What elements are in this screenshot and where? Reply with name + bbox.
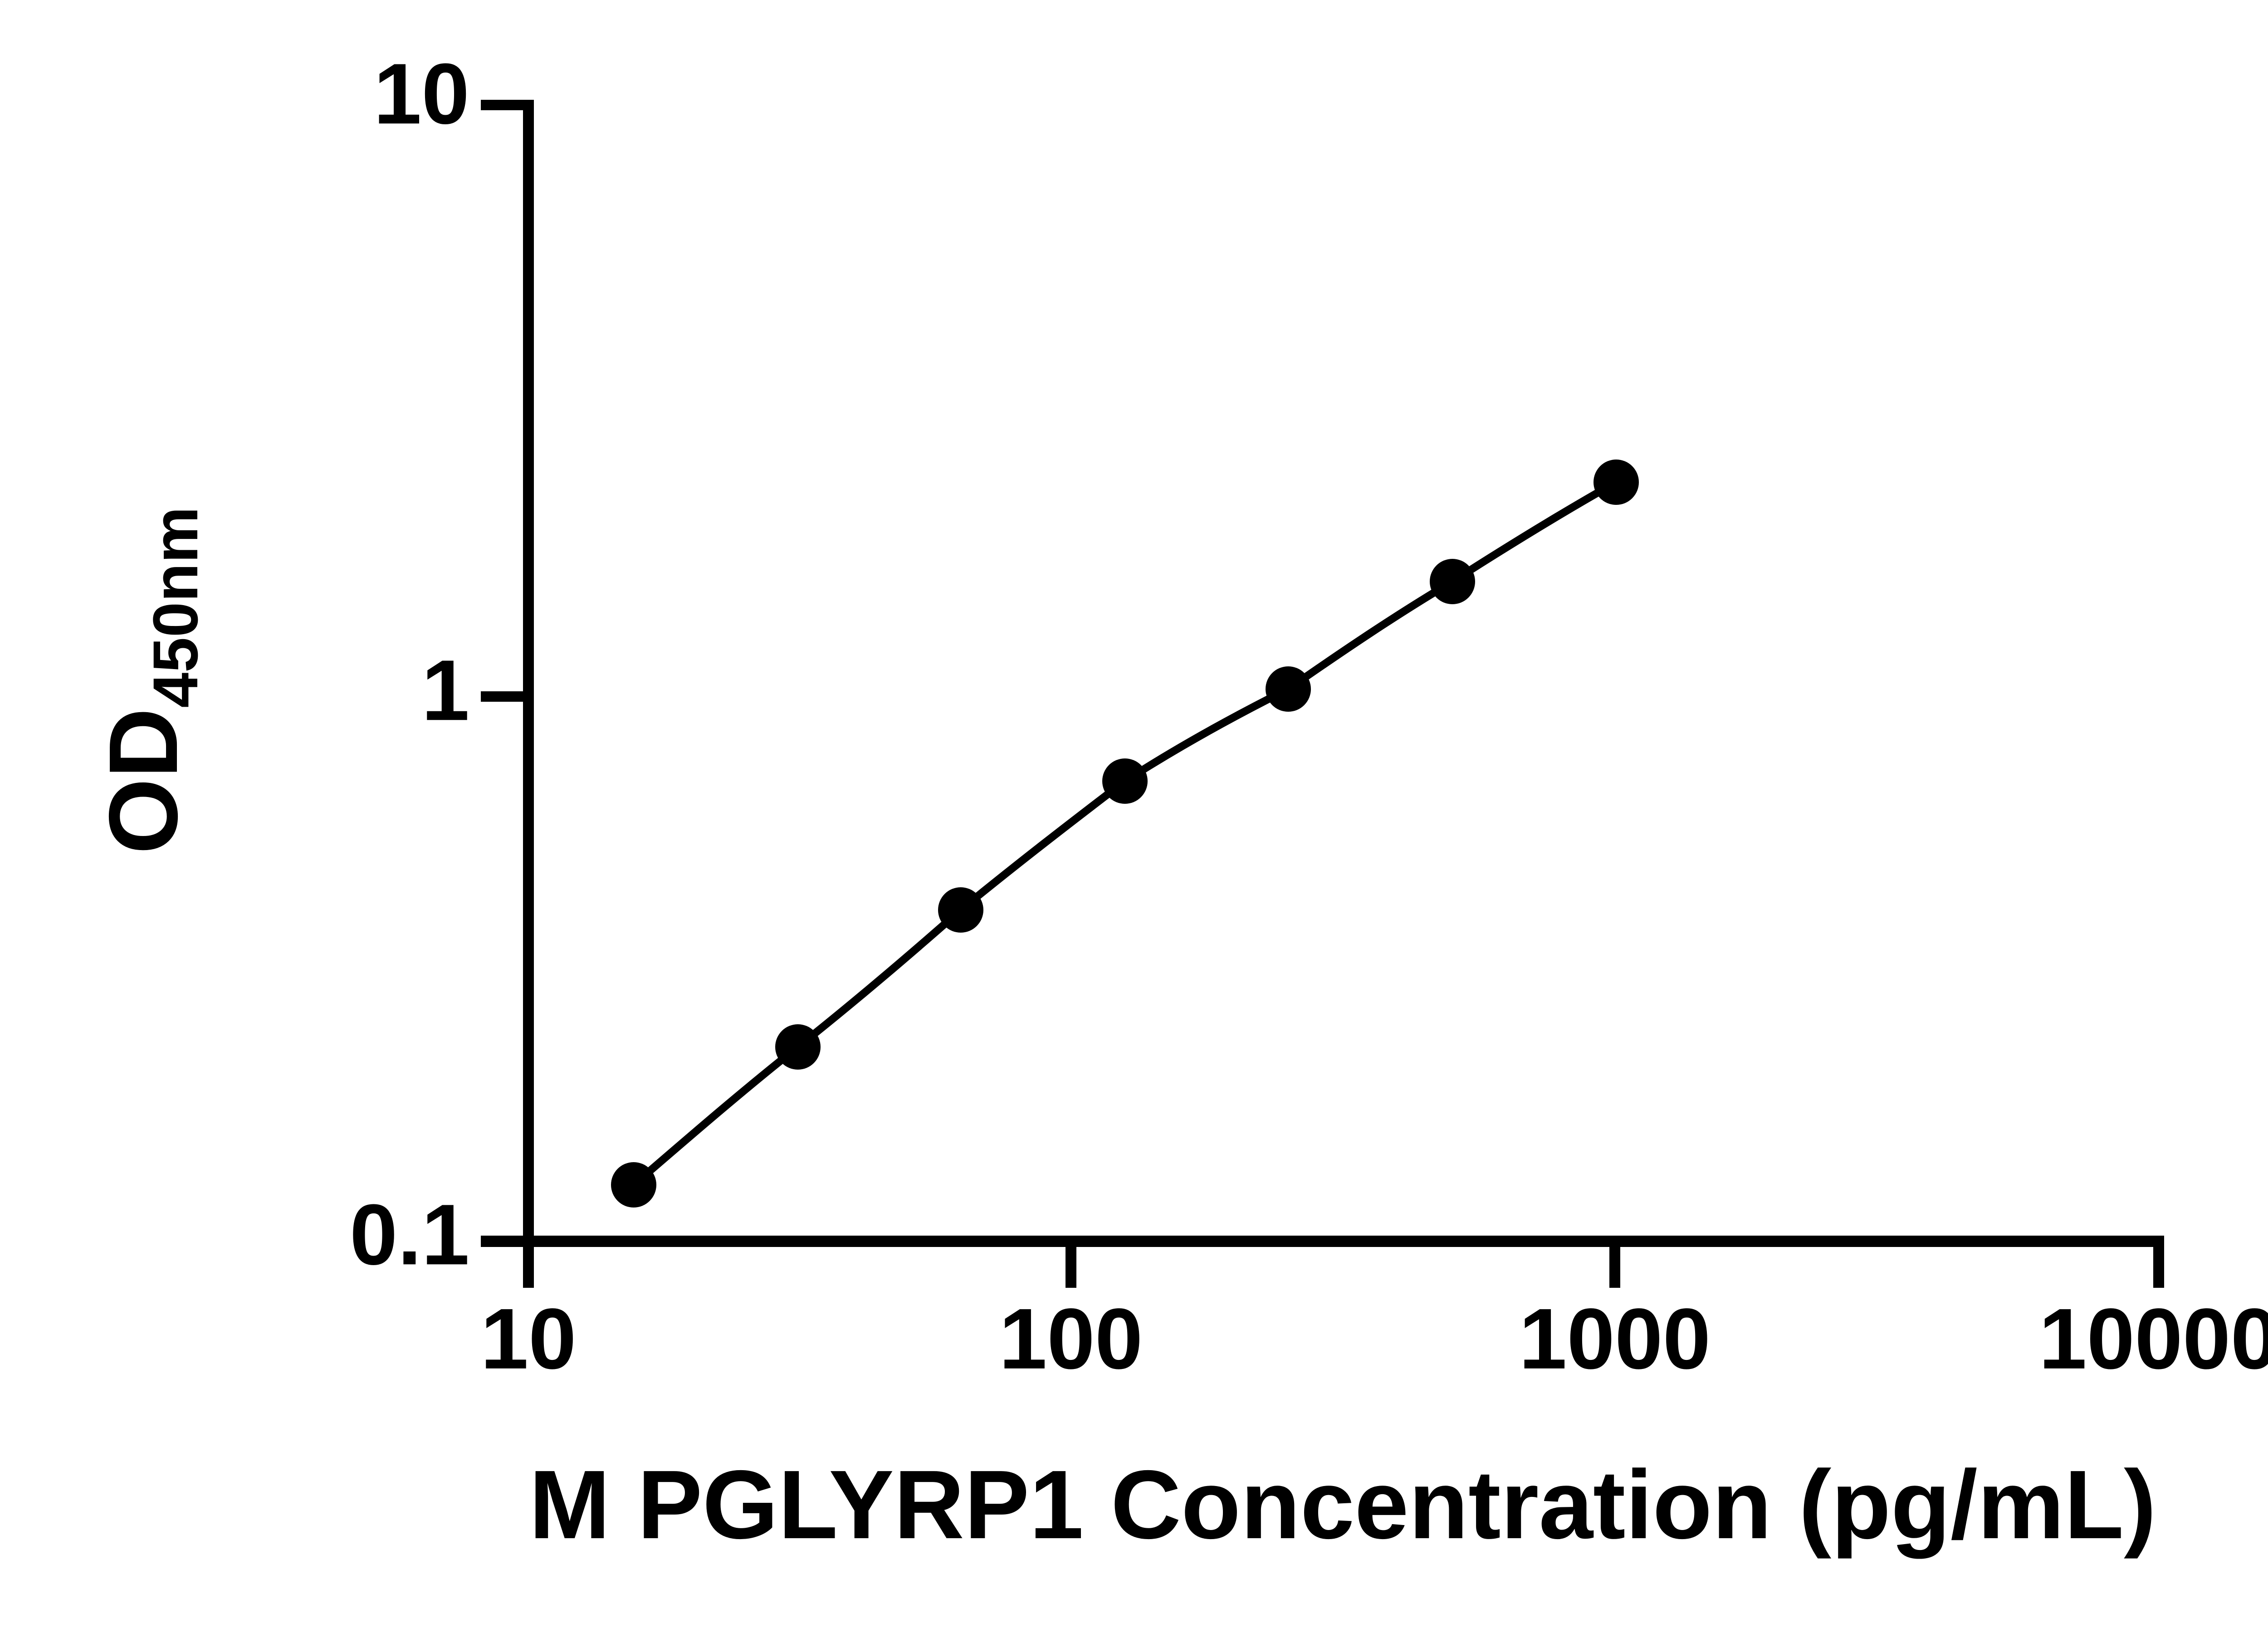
y-tick-label-0-1: 0.1 bbox=[350, 1187, 469, 1283]
data-point-marker bbox=[1430, 559, 1475, 604]
axis-lines bbox=[499, 100, 2164, 1287]
y-tick-label-10: 10 bbox=[374, 46, 469, 142]
x-axis-title: M PGLYRP1 Concentration (pg/mL) bbox=[529, 1450, 2156, 1559]
x-tick-label-100: 100 bbox=[999, 1291, 1143, 1387]
x-tick-10 bbox=[523, 1247, 534, 1288]
y-tick-10 bbox=[481, 100, 524, 110]
x-tick-10000 bbox=[2153, 1247, 2164, 1288]
x-tick-label-10: 10 bbox=[480, 1291, 576, 1387]
y-axis-title-base: OD bbox=[88, 708, 198, 855]
x-tick-1000 bbox=[1609, 1247, 1620, 1288]
y-axis-ticks bbox=[481, 100, 524, 1247]
y-axis-title-subscript: 450nm bbox=[140, 507, 211, 708]
x-tick-label-10000: 10000 bbox=[2039, 1291, 2268, 1387]
y-tick-label-1: 1 bbox=[421, 642, 469, 738]
data-point-marker bbox=[938, 887, 983, 933]
data-point-marker bbox=[1266, 666, 1311, 712]
x-axis-line bbox=[499, 1236, 2164, 1247]
svg-text:OD450nm: OD450nm bbox=[88, 507, 211, 854]
data-point-marker bbox=[775, 1024, 821, 1070]
x-tick-labels: 10 100 1000 10000 bbox=[480, 1291, 2268, 1387]
data-point-marker bbox=[1102, 758, 1148, 804]
y-tick-1 bbox=[481, 691, 524, 702]
x-tick-100 bbox=[1066, 1247, 1076, 1288]
data-point-marker bbox=[611, 1162, 656, 1208]
x-axis-ticks bbox=[523, 1247, 2164, 1288]
y-tick-labels: 10 1 0.1 bbox=[350, 46, 469, 1283]
y-tick-0-1 bbox=[481, 1236, 524, 1247]
x-tick-label-1000: 1000 bbox=[1519, 1291, 1711, 1387]
y-axis-line bbox=[523, 100, 534, 1287]
data-point-marker bbox=[1593, 460, 1639, 505]
y-axis-title: OD450nm bbox=[88, 507, 211, 854]
data-series-markers bbox=[611, 460, 1639, 1208]
